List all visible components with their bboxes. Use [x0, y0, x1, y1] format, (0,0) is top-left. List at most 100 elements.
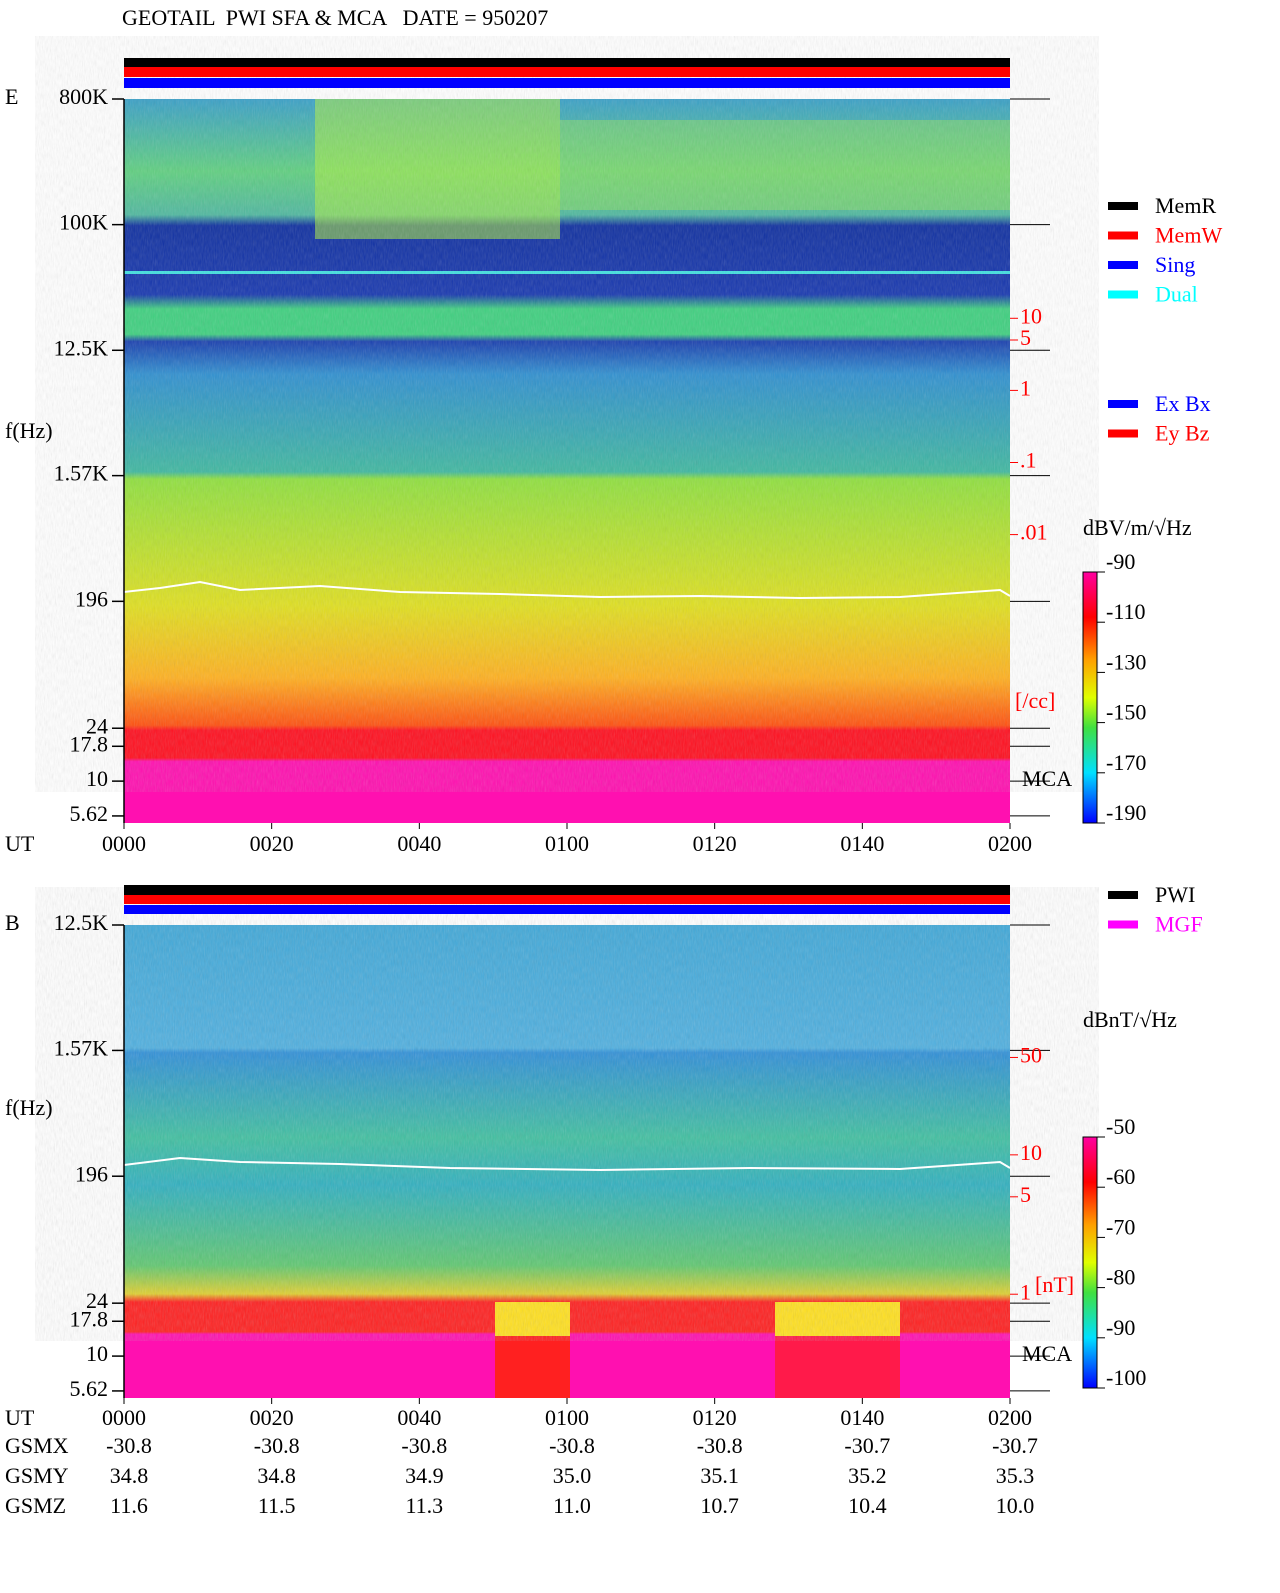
ephemeris-value: -30.7 [844, 1433, 890, 1458]
ephemeris-value: 35.3 [996, 1463, 1035, 1488]
x-axis-label: UT [5, 831, 35, 856]
y2-tick-label: 1 [1020, 375, 1031, 400]
legend-label: MemW [1155, 223, 1222, 248]
ephemeris-value: 35.1 [700, 1463, 739, 1488]
colorbar-tick-label: -170 [1106, 750, 1146, 775]
y-axis-label: f(Hz) [5, 1095, 53, 1120]
y-tick-label: 1.57K [54, 1035, 109, 1060]
x-tick-label: 0140 [840, 831, 884, 856]
y2-tick-label: 1 [1020, 1279, 1031, 1304]
x-tick-label: 0200 [988, 1405, 1032, 1430]
ephemeris-value: 10.4 [848, 1493, 887, 1518]
y2-axis-label: [/cc] [1015, 688, 1055, 713]
legend-label: MemR [1155, 193, 1216, 218]
y2-tick-label: .1 [1020, 448, 1037, 473]
ephemeris-label: GSMX [5, 1433, 69, 1458]
colorbar-label: dBV/m/√Hz [1083, 515, 1192, 540]
legend-swatch [1108, 920, 1138, 929]
x-tick-label: 0040 [397, 831, 441, 856]
legend-swatch [1108, 231, 1138, 240]
legend-swatch [1108, 290, 1138, 299]
x-tick-label: 0000 [102, 1405, 146, 1430]
ephemeris-value: 35.0 [553, 1463, 592, 1488]
ephemeris-value: 11.3 [405, 1493, 443, 1518]
x-tick-label: 0000 [102, 831, 146, 856]
x-tick-label: 0140 [840, 1405, 884, 1430]
ephemeris-value: -30.8 [254, 1433, 300, 1458]
ephemeris-value: 11.5 [258, 1493, 296, 1518]
x-tick-label: 0120 [693, 831, 737, 856]
ephemeris-value: 10.0 [996, 1493, 1035, 1518]
ephemeris-value: 34.8 [110, 1463, 149, 1488]
ephemeris-value: -30.8 [697, 1433, 743, 1458]
legend-swatch [1108, 400, 1138, 408]
legend-label: Ex Bx [1155, 391, 1211, 416]
y-tick-label: 24 [86, 713, 108, 738]
x-axis-label: UT [5, 1405, 35, 1430]
colorbar [1082, 571, 1098, 824]
x-tick-label: 0040 [397, 1405, 441, 1430]
ephemeris-value: -30.8 [549, 1433, 595, 1458]
y-tick-label: 17.8 [70, 1306, 109, 1331]
legend-label: Ey Bz [1155, 421, 1210, 446]
colorbar-label: dBnT/√Hz [1083, 1007, 1177, 1032]
y-tick-label: 196 [75, 586, 108, 611]
legend-label: PWI [1155, 882, 1195, 907]
ephemeris-label: GSMY [5, 1463, 69, 1488]
colorbar-tick-label: -80 [1106, 1265, 1135, 1290]
x-tick-label: 0120 [693, 1405, 737, 1430]
annotation: MCA [1022, 1341, 1072, 1366]
y-tick-label: 5.62 [70, 801, 109, 826]
legend-swatch [1108, 891, 1138, 899]
y-tick-label: 24 [86, 1288, 108, 1313]
ephemeris-value: 34.8 [257, 1463, 296, 1488]
colorbar-tick-label: -90 [1106, 1315, 1135, 1340]
x-tick-label: 0020 [250, 831, 294, 856]
y2-tick-label: 5 [1020, 325, 1031, 350]
legend-swatch [1108, 261, 1138, 269]
legend-label: MGF [1155, 912, 1203, 937]
colorbar-tick-label: -190 [1106, 800, 1146, 825]
panel-label: B [5, 910, 20, 935]
colorbar-tick-label: -130 [1106, 649, 1146, 674]
y2-axis-label: [nT] [1035, 1272, 1074, 1297]
ephemeris-value: 10.7 [700, 1493, 739, 1518]
x-tick-label: 0020 [250, 1405, 294, 1430]
spectrogram-e [123, 99, 1011, 823]
legend-swatch [1108, 202, 1138, 210]
chart-title: GEOTAIL PWI SFA & MCA DATE = 950207 [122, 5, 548, 30]
y2-tick-label: .01 [1020, 520, 1048, 545]
y-tick-label: 12.5K [54, 335, 109, 360]
colorbar [1082, 1136, 1098, 1389]
panel-label: E [5, 84, 18, 109]
y-tick-label: 12.5K [54, 910, 109, 935]
ephemeris-label: GSMZ [5, 1493, 66, 1518]
y2-tick-label: 5 [1020, 1182, 1031, 1207]
x-tick-label: 0100 [545, 831, 589, 856]
colorbar-tick-label: -100 [1106, 1365, 1146, 1390]
y-tick-label: 5.62 [70, 1376, 109, 1401]
colorbar-tick-label: -70 [1106, 1214, 1135, 1239]
ephemeris-value: 34.9 [405, 1463, 444, 1488]
colorbar-tick-label: -50 [1106, 1114, 1135, 1139]
y-tick-label: 196 [75, 1161, 108, 1186]
ephemeris-value: -30.8 [106, 1433, 152, 1458]
ephemeris-value: -30.8 [401, 1433, 447, 1458]
y2-tick-label: 50 [1020, 1042, 1042, 1067]
colorbar-tick-label: -110 [1106, 599, 1146, 624]
y2-tick-label: 10 [1020, 303, 1042, 328]
ephemeris-value: -30.7 [992, 1433, 1038, 1458]
y-tick-label: 1.57K [54, 461, 109, 486]
x-tick-label: 0100 [545, 1405, 589, 1430]
legend-label: Sing [1155, 252, 1195, 277]
y-tick-label: 100K [59, 210, 108, 235]
ephemeris-value: 35.2 [848, 1463, 887, 1488]
legend-label: Dual [1155, 282, 1198, 307]
y-tick-label: 800K [59, 84, 108, 109]
y-tick-label: 10 [86, 1341, 108, 1366]
legend-swatch [1108, 429, 1138, 438]
y-tick-label: 17.8 [70, 731, 109, 756]
status-bars [124, 58, 1010, 914]
spectrogram-b [123, 925, 1011, 1398]
